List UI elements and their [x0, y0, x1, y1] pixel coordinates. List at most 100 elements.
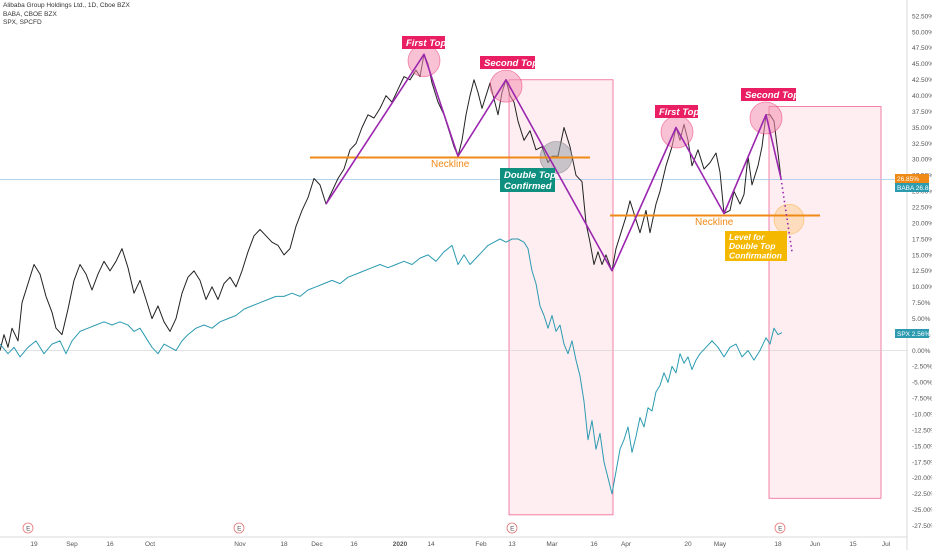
y-tick-label: -12.50% [912, 427, 932, 434]
x-tick-label: 18 [774, 541, 782, 548]
chart-legend: Alibaba Group Holdings Ltd., 1D, Cboe BZ… [3, 2, 130, 28]
neckline-label-1: Neckline [431, 159, 470, 170]
x-tick-label: Dec [311, 541, 323, 548]
y-tick-label: -17.50% [912, 459, 932, 466]
x-tick-label: 14 [427, 541, 435, 548]
x-tick-label: 20 [684, 541, 692, 548]
first-top-2-circle [660, 115, 694, 149]
spx-badge: SPX 2.56% [895, 329, 930, 338]
spx-badge-text: SPX 2.56% [897, 331, 930, 338]
y-tick-label: 42.50% [912, 77, 932, 84]
baba-top-badge-text: 26.85% [897, 176, 919, 183]
y-tick-label: 35.00% [912, 125, 932, 132]
second-top-label-1: Second Top [480, 56, 538, 69]
y-tick-label: 47.50% [912, 45, 932, 52]
earnings-marker-text: E [510, 525, 515, 532]
earnings-marker-text: E [26, 525, 31, 532]
y-tick-label: 52.50% [912, 13, 932, 20]
earnings-marker-circle [774, 522, 786, 534]
x-tick-label: Feb [475, 541, 487, 548]
level-confirmation-label-text-2: Double Top [729, 241, 775, 251]
y-tick-label: 50.00% [912, 29, 932, 36]
earnings-marker-circle [233, 522, 245, 534]
double-top-confirmed-label-text-2: Confirmed [504, 181, 552, 192]
x-tick-label: Apr [621, 541, 632, 548]
baba-top-badge-bg [895, 174, 929, 183]
y-tick-label: 5.00% [912, 316, 931, 323]
spx-badge-bg [895, 329, 929, 338]
legend-baba: BABA, CBOE BZX [3, 10, 57, 18]
x-tick-label: May [714, 541, 727, 548]
level-circle [773, 203, 805, 235]
y-tick-label: -10.00% [912, 412, 932, 419]
x-tick-label: 15 [849, 541, 857, 548]
x-tick-label: Jun [810, 541, 821, 548]
legend-symbol-title: Alibaba Group Holdings Ltd., 1D, Cboe BZ… [3, 2, 130, 9]
earnings-marker-text: E [237, 525, 242, 532]
y-tick-label: 0.00% [912, 348, 931, 355]
x-tick-label: Oct [145, 541, 155, 548]
double-top-confirmed-label-bg [500, 168, 555, 192]
x-tick-label: 16 [106, 541, 114, 548]
annotation-labels: First Top Second Top First Top Second Top Do… [402, 36, 799, 261]
legend-spx: SPX, SPCFD [3, 19, 42, 26]
series-baba-line [0, 53, 782, 351]
y-tick-label: 30.00% [912, 157, 932, 164]
y-tick-label: -5.00% [912, 380, 932, 387]
y-tick-label: 20.00% [912, 220, 932, 227]
level-confirmation-label-bg [725, 231, 787, 261]
pattern-overlay [310, 44, 820, 272]
x-tick-label: 19 [30, 541, 38, 548]
y-tick-label: 45.00% [912, 61, 932, 68]
earnings-marker-circle [506, 522, 518, 534]
earnings-event-marker: E [22, 522, 34, 534]
x-tick-label: Jul [882, 541, 891, 548]
baba-top-badge: 26.85% [895, 174, 929, 183]
projection-dotted-line [780, 178, 793, 252]
x-tick-label: 16 [590, 541, 598, 548]
highlight-zone-2 [768, 106, 882, 499]
earnings-event-marker: E [506, 522, 518, 534]
y-tick-label: 7.50% [912, 300, 931, 307]
y-tick-label: -27.50% [912, 523, 932, 530]
y-axis: 52.50% 50.00% 47.50% 45.00% 42.50% 40.00% 37.5… [895, 0, 932, 550]
level-confirmation-label-text-3: Confirmation [729, 250, 782, 260]
first-top-label-2-text-1: First Top [659, 107, 699, 118]
baba-badge: BABA 26.85% [895, 183, 932, 192]
y-tick-label: 22.50% [912, 204, 932, 211]
y-tick-label: -20.00% [912, 475, 932, 482]
y-tick-label: 17.50% [912, 236, 932, 243]
price-series [0, 53, 783, 495]
level-confirmation-label-text-1: Level for [729, 232, 765, 242]
y-tick-label: -7.50% [912, 396, 932, 403]
first-top-label-1-text-1: First Top [406, 38, 446, 49]
x-tick-label: Nov [234, 541, 246, 548]
x-tick-label: Sep [66, 541, 78, 548]
y-tick-label: 40.00% [912, 93, 932, 100]
x-tick-label: Mar [546, 541, 558, 548]
x-axis: E E E E 19 Sep 16 Oct Nov 18 Dec 16 2020 14 Feb 13 Mar 16… [0, 522, 907, 548]
series-spx-line [0, 238, 783, 495]
second-top-label-1-text-1: Second Top [484, 58, 538, 69]
x-tick-label: 18 [280, 541, 288, 548]
earnings-marker-circle [22, 522, 34, 534]
double-top-confirmed-label-text-1: Double Top [504, 170, 556, 181]
earnings-event-marker: E [774, 522, 786, 534]
second-top-label-2-bg [741, 88, 796, 101]
x-tick-label: 16 [350, 541, 358, 548]
second-top-label-1-bg [480, 56, 535, 69]
y-tick-label: 15.00% [912, 252, 932, 259]
first-top-label-1: First Top [402, 36, 446, 49]
y-tick-label: 25.00% [912, 189, 932, 196]
first-top-label-2-bg [655, 105, 698, 118]
y-tick-label: -15.00% [912, 443, 932, 450]
y-tick-label: -22.50% [912, 491, 932, 498]
y-tick-label: 32.50% [912, 141, 932, 148]
y-tick-label: 37.50% [912, 109, 932, 116]
y-tick-label: -2.50% [912, 364, 932, 371]
earnings-marker-text: E [778, 525, 783, 532]
first-top-label-1-bg [402, 36, 445, 49]
